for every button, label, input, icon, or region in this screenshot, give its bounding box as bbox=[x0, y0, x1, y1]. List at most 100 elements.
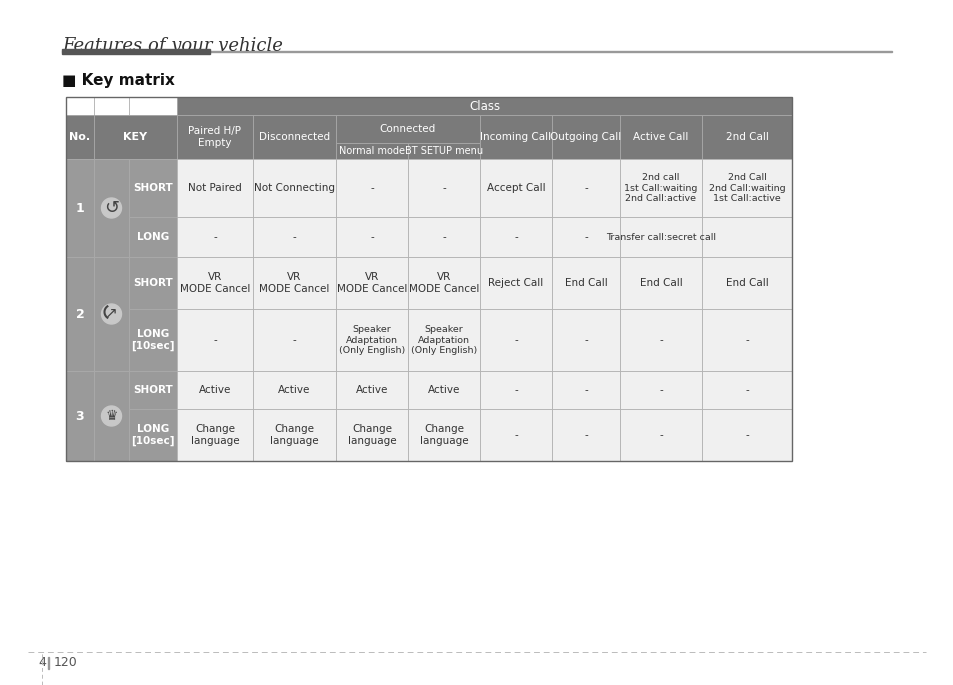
Text: Class: Class bbox=[469, 99, 499, 112]
Text: Active: Active bbox=[355, 385, 388, 395]
Text: Change
language: Change language bbox=[270, 424, 318, 446]
Text: Active: Active bbox=[278, 385, 311, 395]
Bar bbox=[552, 257, 619, 309]
Circle shape bbox=[101, 406, 121, 426]
Text: -: - bbox=[659, 385, 662, 395]
Text: 120: 120 bbox=[54, 656, 77, 669]
Text: End Call: End Call bbox=[725, 278, 767, 288]
Bar bbox=[94, 257, 129, 371]
Circle shape bbox=[101, 304, 121, 324]
Bar bbox=[253, 409, 335, 461]
Bar bbox=[66, 371, 94, 461]
Bar bbox=[253, 309, 335, 371]
Text: 2: 2 bbox=[75, 308, 84, 321]
Text: -: - bbox=[441, 232, 445, 242]
Bar bbox=[253, 159, 335, 217]
Text: 3: 3 bbox=[75, 410, 84, 423]
Bar bbox=[619, 159, 701, 217]
Bar bbox=[701, 217, 791, 257]
Bar bbox=[177, 409, 253, 461]
Text: Transfer call:secret call: Transfer call:secret call bbox=[605, 232, 716, 242]
Text: BT SETUP menu: BT SETUP menu bbox=[404, 146, 482, 156]
Bar bbox=[253, 217, 335, 257]
Text: ↗: ↗ bbox=[105, 306, 118, 321]
Bar bbox=[129, 97, 177, 115]
Bar bbox=[335, 143, 408, 159]
Text: -: - bbox=[744, 335, 748, 345]
Text: LONG
[10sec]: LONG [10sec] bbox=[132, 424, 174, 446]
Text: -: - bbox=[583, 335, 587, 345]
Bar bbox=[66, 159, 94, 257]
Bar bbox=[552, 217, 619, 257]
Bar bbox=[66, 97, 94, 115]
Bar bbox=[408, 371, 479, 409]
Bar bbox=[619, 115, 701, 159]
Bar bbox=[479, 371, 552, 409]
Bar bbox=[619, 257, 701, 309]
Bar bbox=[177, 371, 253, 409]
Text: VR
MODE Cancel: VR MODE Cancel bbox=[259, 272, 330, 294]
Text: -: - bbox=[514, 335, 517, 345]
Text: No.: No. bbox=[70, 132, 91, 142]
Bar bbox=[335, 217, 408, 257]
Bar bbox=[335, 409, 408, 461]
Bar bbox=[129, 257, 177, 309]
Text: Active: Active bbox=[198, 385, 231, 395]
Text: Connected: Connected bbox=[379, 124, 436, 134]
Text: ■ Key matrix: ■ Key matrix bbox=[62, 73, 174, 88]
Text: Not Connecting: Not Connecting bbox=[253, 183, 335, 193]
Text: 2nd Call: 2nd Call bbox=[725, 132, 767, 142]
Bar bbox=[701, 257, 791, 309]
Text: Speaker
Adaptation
(Only English): Speaker Adaptation (Only English) bbox=[338, 325, 405, 356]
Bar bbox=[479, 115, 552, 159]
Text: Incoming Call: Incoming Call bbox=[480, 132, 551, 142]
Bar bbox=[619, 371, 701, 409]
Text: LONG: LONG bbox=[136, 232, 169, 242]
Text: VR
MODE Cancel: VR MODE Cancel bbox=[179, 272, 250, 294]
Bar bbox=[479, 257, 552, 309]
Bar bbox=[408, 309, 479, 371]
Bar bbox=[48, 657, 49, 669]
Bar bbox=[408, 217, 479, 257]
Bar bbox=[479, 159, 552, 217]
Bar bbox=[129, 309, 177, 371]
Bar bbox=[335, 159, 408, 217]
Bar bbox=[408, 159, 479, 217]
Bar bbox=[94, 97, 129, 115]
Text: End Call: End Call bbox=[564, 278, 607, 288]
Bar bbox=[408, 143, 479, 159]
Bar bbox=[619, 409, 701, 461]
Text: ♛: ♛ bbox=[105, 409, 117, 423]
Text: VR
MODE Cancel: VR MODE Cancel bbox=[409, 272, 478, 294]
Bar bbox=[479, 309, 552, 371]
Bar bbox=[335, 309, 408, 371]
Bar bbox=[129, 409, 177, 461]
Text: -: - bbox=[441, 183, 445, 193]
Bar bbox=[62, 51, 891, 52]
Text: VR
MODE Cancel: VR MODE Cancel bbox=[336, 272, 407, 294]
Text: -: - bbox=[213, 335, 216, 345]
Bar bbox=[253, 257, 335, 309]
Bar bbox=[479, 409, 552, 461]
Text: -: - bbox=[659, 430, 662, 440]
Text: Reject Call: Reject Call bbox=[488, 278, 543, 288]
Text: KEY: KEY bbox=[123, 132, 148, 142]
Bar bbox=[619, 309, 701, 371]
Bar bbox=[408, 409, 479, 461]
Text: -: - bbox=[213, 232, 216, 242]
Bar bbox=[177, 217, 253, 257]
Bar bbox=[62, 49, 210, 54]
Text: -: - bbox=[583, 430, 587, 440]
Bar bbox=[552, 309, 619, 371]
Bar bbox=[177, 309, 253, 371]
Text: ↺: ↺ bbox=[104, 199, 119, 216]
Text: Change
language: Change language bbox=[419, 424, 468, 446]
Bar bbox=[66, 115, 94, 159]
Text: Change
language: Change language bbox=[347, 424, 395, 446]
Bar bbox=[66, 257, 94, 371]
Text: Disconnected: Disconnected bbox=[258, 132, 330, 142]
Text: -: - bbox=[744, 430, 748, 440]
Text: SHORT: SHORT bbox=[133, 385, 172, 395]
Text: 2nd Call
2nd Call:waiting
1st Call:active: 2nd Call 2nd Call:waiting 1st Call:activ… bbox=[708, 173, 784, 203]
Text: -: - bbox=[370, 232, 374, 242]
